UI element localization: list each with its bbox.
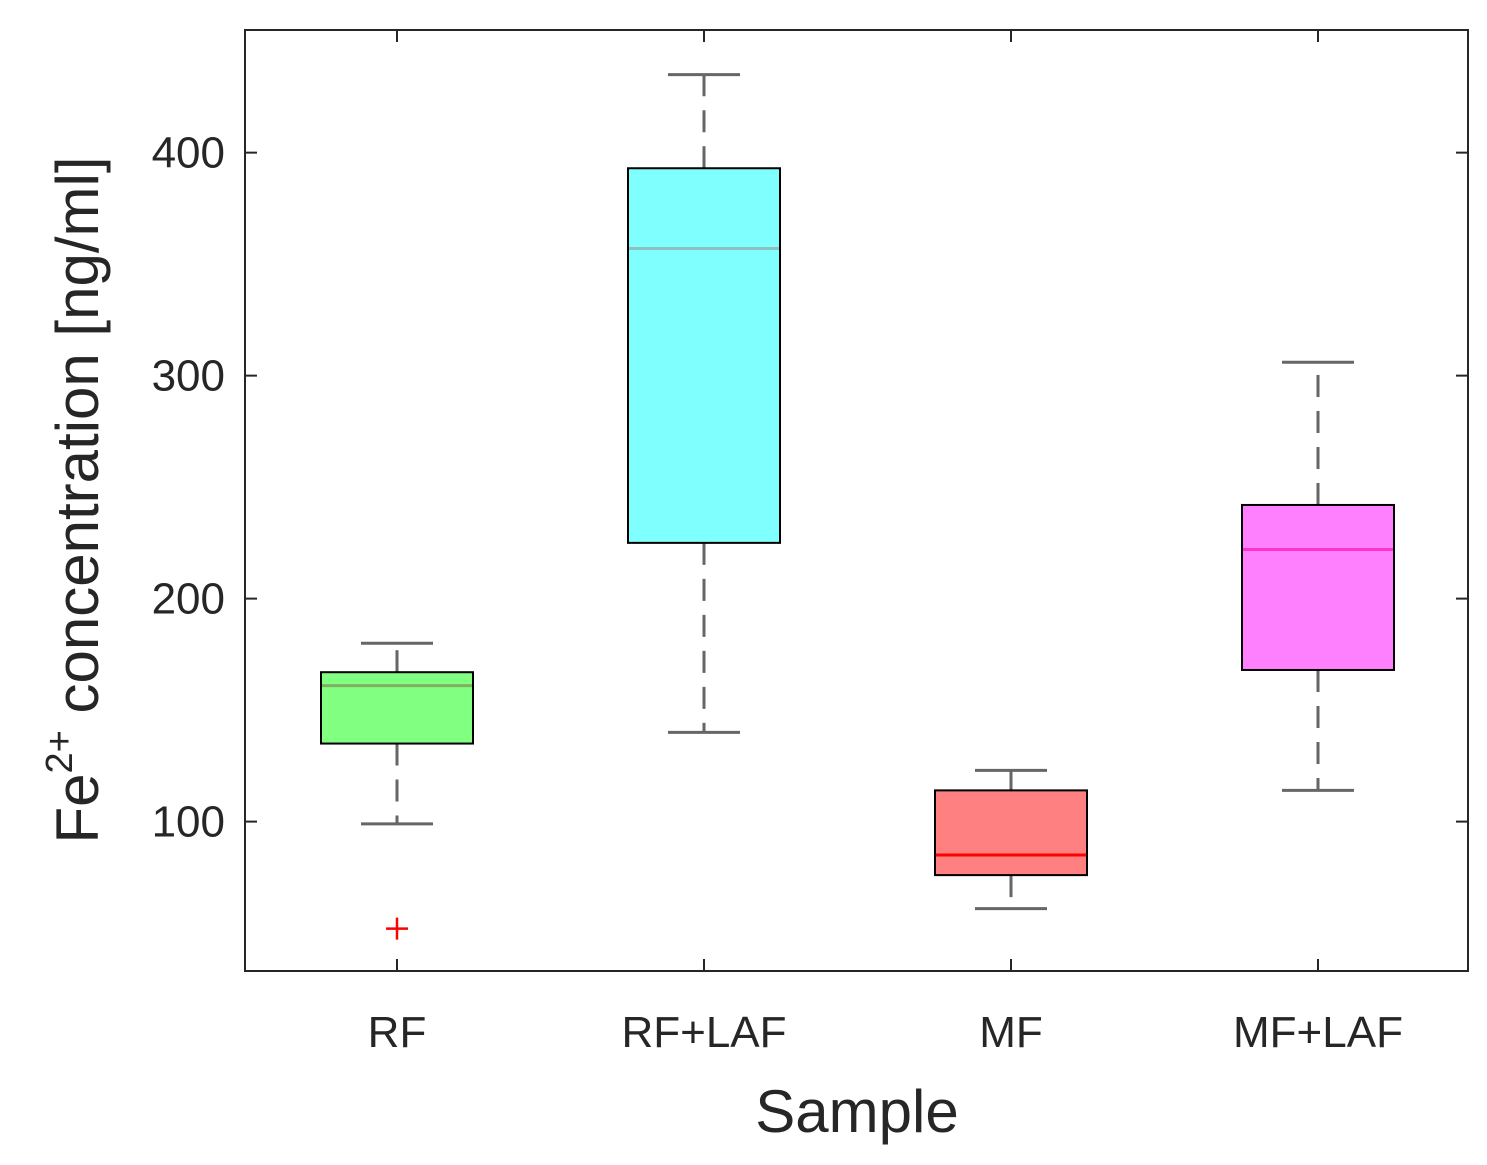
y-tick-label: 200 (152, 575, 225, 624)
y-axis-title-superscript: 2+ (39, 730, 81, 773)
y-tick-label: 400 (152, 129, 225, 178)
box-group-rf-plus-laf (627, 73, 781, 734)
x-tick-label: RF (368, 1008, 427, 1057)
y-axis-title: Fe2+ concentration [ng/ml] (39, 157, 111, 844)
box-iqr (934, 789, 1088, 877)
box-iqr (320, 671, 474, 745)
plot-area-frame (244, 29, 1469, 972)
boxes-layer (320, 73, 1395, 940)
x-tick-label: MF (979, 1008, 1043, 1057)
x-axis-title: Sample (755, 1078, 958, 1145)
x-tick-label: RF+LAF (621, 1008, 786, 1057)
y-axis-title-base: Fe (44, 773, 111, 843)
y-tick-label: 300 (152, 352, 225, 401)
box-iqr (627, 167, 781, 544)
y-tick-label: 100 (152, 798, 225, 847)
box-group-mf (934, 768, 1088, 911)
box-group-rf (320, 641, 474, 940)
x-tick-label: MF+LAF (1233, 1008, 1403, 1057)
box-iqr (1241, 503, 1395, 671)
axis-ticks: RF RF+LAF MF MF+LAF 100 200 300 400 (152, 30, 1468, 1057)
y-axis-title-rest: concentration [ng/ml] (44, 157, 111, 731)
box-group-mf-plus-laf (1241, 360, 1395, 792)
outlier-marker (386, 917, 408, 940)
